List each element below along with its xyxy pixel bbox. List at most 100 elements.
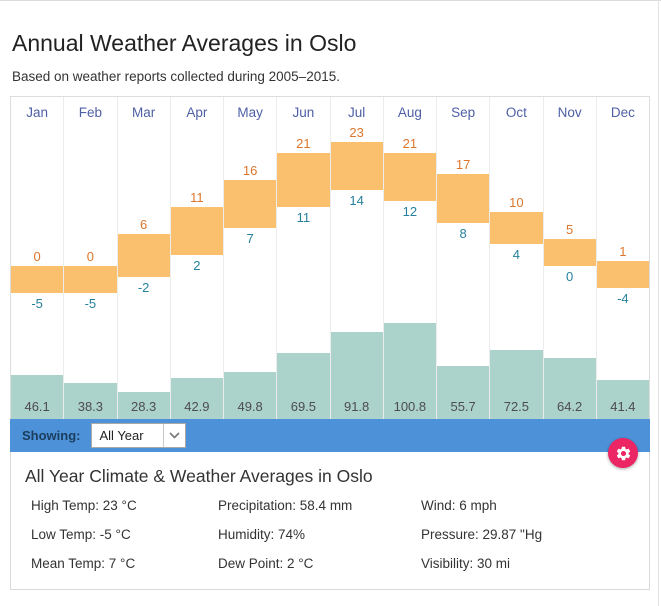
precipitation-label: 72.5 (503, 399, 530, 414)
month-column-may[interactable]: May 16 7 49.8 (223, 97, 277, 419)
low-temp-label: 12 (402, 204, 418, 220)
low-temp-label: 11 (296, 209, 311, 225)
stat-high-temp: High Temp: 23 °C (31, 498, 137, 513)
low-temp-label: 7 (246, 231, 254, 247)
precipitation-bar (596, 379, 649, 419)
precipitation-label: 28.3 (130, 399, 157, 414)
weather-widget: Jan 0 -5 46.1 Feb 0 -5 38.3 Mar 6 -2 28.3 Apr 11 2 42.9… (10, 96, 650, 590)
stat-visibility: Visibility: 30 mi (421, 556, 511, 571)
month-column-feb[interactable]: Feb 0 -5 38.3 (63, 97, 117, 419)
period-select[interactable]: All Year (90, 423, 186, 448)
precipitation-bar (543, 358, 596, 419)
high-temp-label: 17 (455, 157, 471, 173)
temp-range-bar (490, 212, 543, 245)
low-temp-label: -5 (84, 296, 97, 311)
precipitation-bar (330, 331, 383, 419)
precipitation-label: 55.7 (450, 399, 476, 414)
month-label: Oct (505, 105, 527, 120)
precipitation-label: 42.9 (184, 399, 210, 414)
summary-stats: High Temp: 23 °C Low Temp: -5 °C Mean Temp… (11, 498, 651, 585)
precipitation-bar (383, 323, 436, 419)
month-label: Jul (347, 105, 366, 120)
high-temp-label: 0 (86, 249, 94, 264)
summary-title: All Year Climate & Weather Averages in O… (25, 466, 373, 486)
chevron-down-icon (162, 424, 185, 447)
precipitation-bar (170, 378, 223, 419)
precipitation-label: 100.8 (393, 399, 427, 414)
month-label: Aug (397, 105, 422, 120)
stat-column: Wind: 6 mph Pressure: 29.87 "Hg Visibility… (421, 498, 651, 585)
stat-column: High Temp: 23 °C Low Temp: -5 °C Mean Temp… (11, 498, 218, 585)
right-border-line (658, 0, 659, 606)
precipitation-bar (490, 350, 543, 419)
stat-dew-point: Dew Point: 2 °C (218, 556, 314, 571)
low-temp-label: 0 (566, 269, 574, 284)
temp-range-bar (64, 266, 117, 293)
high-temp-label: 21 (402, 135, 418, 151)
precipitation-label: 38.3 (77, 399, 104, 414)
temp-range-bar (330, 141, 383, 191)
precipitation-label: 91.8 (343, 399, 370, 414)
month-column-aug[interactable]: Aug 21 12 100.8 (382, 97, 436, 419)
month-column-dec[interactable]: Dec 1 -4 41.4 (595, 97, 649, 419)
settings-button[interactable] (608, 438, 638, 468)
high-temp-label: 10 (509, 195, 524, 210)
high-temp-label: 16 (242, 162, 258, 178)
month-column-jan[interactable]: Jan 0 -5 46.1 (11, 97, 64, 419)
month-label: Nov (557, 105, 582, 120)
high-temp-label: 5 (566, 222, 574, 237)
precipitation-label: 69.5 (290, 399, 317, 414)
high-temp-label: 11 (190, 189, 204, 205)
stat-humidity: Humidity: 74% (218, 527, 306, 542)
period-select-value: All Year (99, 428, 144, 443)
precipitation-label: 41.4 (610, 399, 636, 414)
month-column-nov[interactable]: Nov 5 0 64.2 (542, 97, 596, 419)
top-border-line (0, 0, 661, 1)
precipitation-label: 49.8 (237, 399, 263, 414)
month-label: May (237, 105, 263, 120)
low-temp-label: -4 (617, 290, 629, 306)
month-column-mar[interactable]: Mar 6 -2 28.3 (116, 97, 170, 419)
low-temp-label: -2 (137, 279, 150, 295)
precipitation-bar (224, 371, 277, 419)
showing-label: Showing: (22, 428, 81, 443)
stat-pressure: Pressure: 29.87 "Hg (421, 527, 543, 542)
month-column-oct[interactable]: Oct 10 4 72.5 (489, 97, 543, 419)
month-column-apr[interactable]: Apr 11 2 42.9 (169, 97, 223, 419)
month-column-jul[interactable]: Jul 23 14 91.8 (329, 97, 383, 419)
temp-range-bar (277, 152, 330, 207)
temp-range-bar (437, 174, 490, 223)
high-temp-label: 21 (296, 135, 311, 151)
high-temp-label: 1 (619, 243, 627, 259)
precipitation-bar (117, 392, 170, 419)
month-column-jun[interactable]: Jun 21 11 69.5 (276, 97, 330, 419)
showing-toolbar: Showing: All Year (10, 419, 650, 468)
gear-icon (616, 446, 630, 460)
precipitation-bar (437, 366, 490, 419)
low-temp-label: -5 (31, 296, 43, 311)
stat-precipitation: Precipitation: 58.4 mm (218, 498, 353, 513)
month-label: Dec (610, 105, 635, 120)
page-title: Annual Weather Averages in Oslo (12, 30, 357, 56)
month-label: Jan (26, 105, 49, 120)
stat-mean-temp: Mean Temp: 7 °C (31, 556, 136, 571)
precipitation-bar (64, 382, 117, 419)
temp-range-bar (596, 260, 649, 288)
temp-range-bar (383, 152, 436, 202)
month-label: Jun (292, 105, 315, 120)
precipitation-bar (277, 352, 330, 419)
temp-range-bar (11, 266, 64, 293)
month-label: Sep (451, 105, 476, 120)
stat-wind: Wind: 6 mph (421, 498, 497, 513)
summary-panel: All Year Climate & Weather Averages in O… (10, 452, 650, 590)
month-label: Apr (186, 105, 208, 120)
low-temp-label: 2 (193, 258, 201, 274)
weather-chart: Jan 0 -5 46.1 Feb 0 -5 38.3 Mar 6 -2 28.3 Apr 11 2 42.9… (10, 96, 650, 419)
precipitation-label: 64.2 (556, 399, 583, 414)
page-subtitle: Based on weather reports collected durin… (12, 69, 340, 84)
temp-range-bar (543, 239, 596, 266)
month-column-sep[interactable]: Sep 17 8 55.7 (436, 97, 490, 419)
precipitation-bar (11, 375, 64, 419)
stat-low-temp: Low Temp: -5 °C (31, 527, 131, 542)
